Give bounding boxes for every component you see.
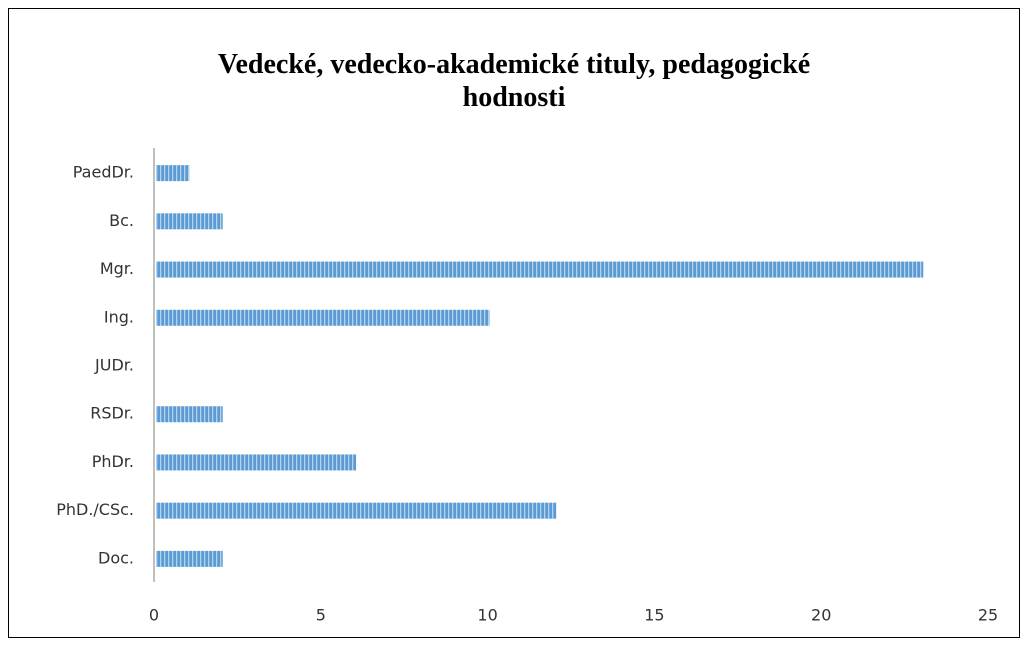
y-tick-label: Bc.	[109, 211, 134, 230]
x-tick-label: 10	[477, 606, 497, 625]
x-tick-label: 0	[149, 606, 159, 625]
x-tick-label: 5	[316, 606, 326, 625]
bar	[156, 213, 223, 230]
y-tick-label: Mgr.	[100, 259, 134, 278]
bar	[156, 165, 190, 182]
bar	[156, 550, 223, 567]
bar	[156, 261, 924, 278]
y-tick-label: PhDr.	[92, 452, 134, 471]
bar	[156, 454, 357, 471]
bar	[156, 502, 557, 519]
y-tick-label: Ing.	[104, 307, 134, 326]
y-tick-label: RSDr.	[90, 404, 134, 423]
chart-frame	[8, 8, 1020, 638]
y-tick-label: PaedDr.	[73, 163, 134, 182]
x-tick-label: 20	[811, 606, 831, 625]
chart-title: Vedecké, vedecko-akademické tituly, peda…	[217, 49, 811, 113]
y-tick-label: Doc.	[98, 548, 134, 567]
x-tick-label: 15	[644, 606, 664, 625]
y-tick-label: PhD./CSc.	[56, 500, 134, 519]
x-tick-label: 25	[978, 606, 998, 625]
bar	[156, 309, 490, 326]
bar	[156, 406, 223, 423]
y-tick-label: JUDr.	[94, 356, 134, 375]
